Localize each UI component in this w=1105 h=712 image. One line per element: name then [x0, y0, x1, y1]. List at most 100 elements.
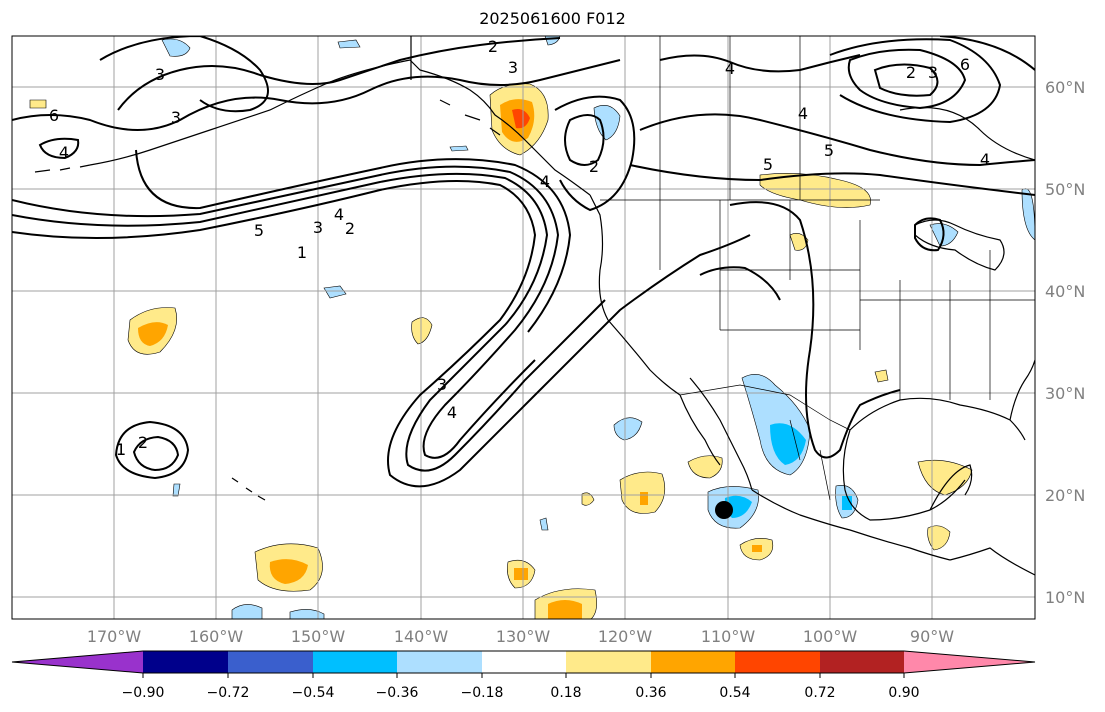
contour-line — [12, 59, 621, 131]
positive-anomaly-area — [269, 559, 308, 584]
lon-label: 110°W — [701, 627, 756, 646]
contour-labels: 2 3 6 4 3 3 2 5 1 4 4 5 3 2 1 5 2 3 6 4 … — [49, 15, 990, 459]
contour-label: 5 — [763, 155, 773, 174]
graticule — [12, 36, 1035, 619]
negative-anomaly-area — [449, 145, 469, 152]
hawaii-islands — [231, 477, 266, 501]
colorbar-bin — [651, 651, 735, 673]
colorbar: −0.90 −0.72 −0.54 −0.36 −0.18 0.18 0.36 … — [11, 650, 1036, 701]
positive-anomaly-area — [927, 525, 951, 551]
positive-anomaly-area — [138, 322, 168, 346]
contour-label: 4 — [334, 205, 344, 224]
contour-label: 4 — [980, 150, 990, 169]
positive-anomaly-area — [874, 369, 889, 383]
aleutian-islands — [34, 164, 91, 173]
california-coast — [607, 319, 681, 396]
colorbar-bin — [820, 651, 904, 673]
contour-line — [729, 201, 901, 459]
contour-label: 5 — [254, 221, 264, 240]
mexico-gulf-coast — [842, 429, 966, 521]
contour-label: 6 — [960, 55, 970, 74]
us-state-border — [659, 200, 1035, 400]
contour-line — [99, 36, 269, 113]
contour-line — [114, 420, 190, 480]
contour-label: 2 — [589, 157, 599, 176]
contour-label: 2 — [906, 63, 916, 82]
lon-label: 90°W — [910, 627, 954, 646]
contour-label: 4 — [59, 143, 69, 162]
contour-line — [629, 164, 1035, 196]
colorbar-ticks — [142, 673, 905, 678]
contour-line — [38, 137, 80, 160]
lat-label: 30°N — [1045, 384, 1085, 403]
colorbar-bin — [482, 651, 566, 673]
us-mexico-border — [679, 384, 851, 431]
contour-label: 3 — [171, 108, 181, 127]
contour-line — [564, 114, 605, 166]
contour-label: 4 — [447, 403, 457, 422]
negative-anomaly-area — [337, 39, 361, 49]
lon-label: 160°W — [189, 627, 244, 646]
lat-label: 60°N — [1045, 78, 1085, 97]
positive-anomaly-area — [752, 545, 762, 552]
alaska-coast — [329, 59, 591, 196]
contour-label: 5 — [824, 141, 834, 160]
positive-anomaly-area — [640, 492, 648, 505]
contours — [12, 36, 1035, 488]
contour-label: 1 — [116, 440, 126, 459]
great-lakes — [914, 219, 1005, 271]
latitude-labels: 60°N 50°N 40°N 30°N 20°N 10°N — [1045, 78, 1085, 607]
colorbar-bin — [143, 651, 228, 673]
colorbar-bin — [12, 651, 143, 673]
contour-line — [873, 63, 939, 97]
negative-anomaly-area — [842, 496, 852, 510]
lat-label: 20°N — [1045, 486, 1085, 505]
mexico-pacific-coast — [751, 489, 951, 561]
contour-label: 2 — [488, 37, 498, 56]
colorbar-tick-label: 0.54 — [719, 685, 750, 701]
contour-label: 4 — [798, 104, 808, 123]
coastlines — [34, 36, 1035, 576]
positive-anomaly-area — [29, 99, 47, 109]
positive-anomaly-area — [581, 492, 595, 506]
anomaly-fills — [29, 36, 1035, 619]
contour-line — [12, 180, 751, 488]
colorbar-bin — [566, 651, 651, 673]
contour-line — [554, 95, 636, 212]
lon-label: 100°W — [803, 627, 858, 646]
colorbar-tick-label: −0.90 — [122, 685, 165, 701]
contour-label: 1 — [116, 440, 126, 459]
colorbar-tick-label: 0.90 — [888, 685, 919, 701]
colorbar-tick-label: 0.72 — [804, 685, 835, 701]
contour-line — [132, 435, 180, 472]
gulf-of-california — [689, 377, 753, 491]
negative-anomaly-area — [593, 105, 621, 141]
contour-label: 2 — [345, 219, 355, 238]
contour-line — [12, 165, 560, 459]
contour-line — [117, 37, 561, 111]
positive-anomaly-area — [687, 455, 723, 479]
contour-line — [699, 266, 781, 301]
contour-label: 2 — [540, 15, 550, 34]
map-frame — [11, 35, 1036, 620]
contour-label: 3 — [508, 58, 518, 77]
contour-label: 4 — [725, 59, 735, 78]
contour-line — [847, 48, 967, 110]
colorbar-bin — [313, 651, 397, 673]
negative-anomaly-area — [613, 417, 643, 441]
canada-province-border — [659, 36, 801, 200]
colorbar-tick-label: −0.72 — [207, 685, 250, 701]
negative-anomaly-area — [161, 38, 191, 57]
lat-label: 10°N — [1045, 588, 1085, 607]
colorbar-tick-label: −0.36 — [376, 685, 419, 701]
location-marker — [715, 501, 733, 519]
colorbar-tick-label: 0.18 — [550, 685, 581, 701]
contour-label: 6 — [49, 106, 59, 125]
political-borders — [600, 36, 1035, 501]
contour-line — [829, 38, 1002, 124]
colorbar-tick-label: 0.36 — [635, 685, 666, 701]
longitude-labels: 170°W 160°W 150°W 140°W 130°W 120°W 110°… — [87, 627, 954, 646]
positive-anomaly-area — [548, 600, 582, 619]
florida — [1009, 359, 1035, 421]
